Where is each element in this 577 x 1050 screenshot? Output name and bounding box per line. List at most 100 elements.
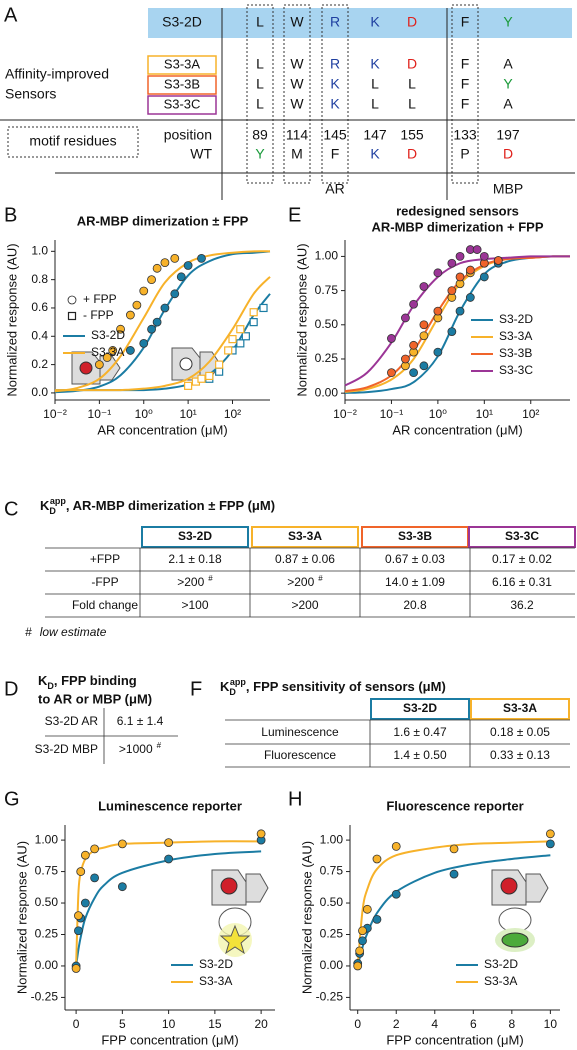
cell-text: 36.2: [510, 598, 534, 612]
y-tick-label: -0.25: [316, 990, 344, 1004]
residue: K: [370, 56, 380, 72]
table-cell: 0.87 ± 0.06: [275, 552, 335, 566]
marker-circle: [455, 272, 465, 282]
footnote: # low estimate: [25, 625, 107, 639]
y-tick-label: 1.00: [35, 832, 59, 846]
x-tick-label: 10⁰: [135, 407, 153, 421]
marker-circle: [125, 346, 135, 355]
y-axis-label: Normalized response (AU): [294, 243, 309, 396]
x-tick-label: 10¹: [476, 407, 493, 421]
wt-residue: F: [331, 146, 340, 162]
fit-line: [54, 250, 271, 393]
cell-text: 0.67 ± 0.03: [385, 552, 445, 566]
legend-label: S3-3A: [91, 345, 124, 359]
marker-circle: [80, 850, 90, 860]
position: 155: [400, 127, 424, 143]
y-tick-label: 0.50: [320, 895, 344, 909]
column-header: S3-3C: [505, 529, 539, 543]
residue: F: [461, 96, 470, 112]
marker-circle: [447, 258, 457, 268]
cell-text: 14.0 ± 1.09: [385, 575, 445, 589]
marker-square: [236, 325, 245, 334]
marker-square: [197, 374, 206, 383]
marker-circle: [170, 254, 180, 263]
y-tick-label: 0.25: [35, 927, 59, 941]
marker-circle: [372, 854, 382, 864]
column-header: S3-2D: [403, 701, 437, 715]
x-tick-label: 5: [119, 1017, 126, 1031]
residue: A: [503, 56, 513, 72]
chart-title: redesigned sensors: [396, 203, 519, 218]
residue: W: [290, 14, 304, 30]
cell-mark: #: [208, 574, 213, 583]
row-label: -FPP: [91, 575, 118, 589]
residue: F: [461, 56, 470, 72]
y-tick-label: 0.00: [35, 958, 59, 972]
panel-letter: E: [288, 204, 301, 226]
x-tick-label: 10⁻¹: [380, 407, 404, 421]
sensor-box: [147, 55, 217, 75]
y-tick-label: 0.2: [31, 357, 48, 371]
wt-residue: D: [407, 146, 417, 162]
marker-circle: [433, 268, 443, 278]
panel-letter: H: [288, 788, 302, 810]
motif-label: motif residues: [29, 133, 116, 149]
marker-circle: [545, 839, 555, 849]
residue: A: [503, 96, 513, 112]
cell-text: 6.1 ± 1.4: [117, 714, 164, 728]
residue: K: [330, 96, 340, 112]
x-tick-label: 0: [354, 1017, 361, 1031]
motif-box: [283, 4, 311, 184]
marker-circle: [419, 320, 429, 330]
marker-circle: [409, 368, 418, 378]
table-title: KD, FPP binding: [38, 673, 137, 691]
residue: R: [330, 56, 340, 72]
cell-text: >200: [287, 575, 314, 589]
residue: W: [290, 96, 304, 112]
panel-letter: B: [4, 204, 17, 226]
chart-title: Fluorescence reporter: [386, 798, 523, 813]
domain-label: MBP: [493, 181, 523, 197]
x-axis-label: AR concentration (μM): [97, 422, 227, 437]
x-tick-label: 10⁻¹: [88, 407, 112, 421]
residue: K: [370, 14, 380, 30]
residue: W: [290, 76, 304, 92]
marker-circle: [447, 327, 457, 337]
row-label: Fluorescence: [264, 748, 336, 762]
reference-band: [148, 8, 572, 38]
marker-circle: [479, 272, 489, 282]
sensor-name: S3-3A: [164, 56, 200, 71]
marker-circle: [419, 361, 429, 371]
marker-circle: [152, 317, 162, 327]
x-tick-label: 2: [393, 1017, 400, 1031]
marker-circle: [90, 844, 100, 854]
residue: K: [330, 76, 340, 92]
marker-circle: [401, 354, 410, 364]
cell-text: 0.17 ± 0.02: [492, 552, 552, 566]
motif-box: [246, 4, 274, 184]
table-cell: 1.4 ± 0.50: [393, 748, 447, 762]
legend-label: - FPP: [83, 308, 114, 322]
title-text: , FPP binding: [54, 673, 137, 688]
y-tick-label: 0.50: [35, 895, 59, 909]
cell-text: 1.6 ± 0.47: [393, 725, 447, 739]
y-tick-label: 0.4: [31, 328, 48, 342]
marker-circle: [160, 258, 170, 268]
x-tick-label: 10⁰: [429, 407, 447, 421]
x-tick-label: 10⁻²: [43, 407, 67, 421]
marker-circle: [372, 914, 382, 924]
residue: L: [371, 76, 379, 92]
table-cell: 6.1 ± 1.4: [117, 714, 164, 728]
marker-circle: [449, 869, 459, 879]
marker-circle: [447, 286, 457, 295]
table-cell: >200 #: [177, 574, 213, 590]
y-tick-label: 0.25: [320, 927, 344, 941]
y-tick-label: 0.00: [315, 385, 339, 399]
cell-mark: #: [318, 574, 323, 583]
panel-letter: F: [190, 678, 202, 700]
marker-circle: [358, 926, 367, 936]
marker-circle: [160, 303, 170, 313]
marker-square: [249, 308, 258, 317]
x-axis-label: AR concentration (μM): [392, 422, 522, 437]
row-label: +FPP: [90, 552, 120, 566]
